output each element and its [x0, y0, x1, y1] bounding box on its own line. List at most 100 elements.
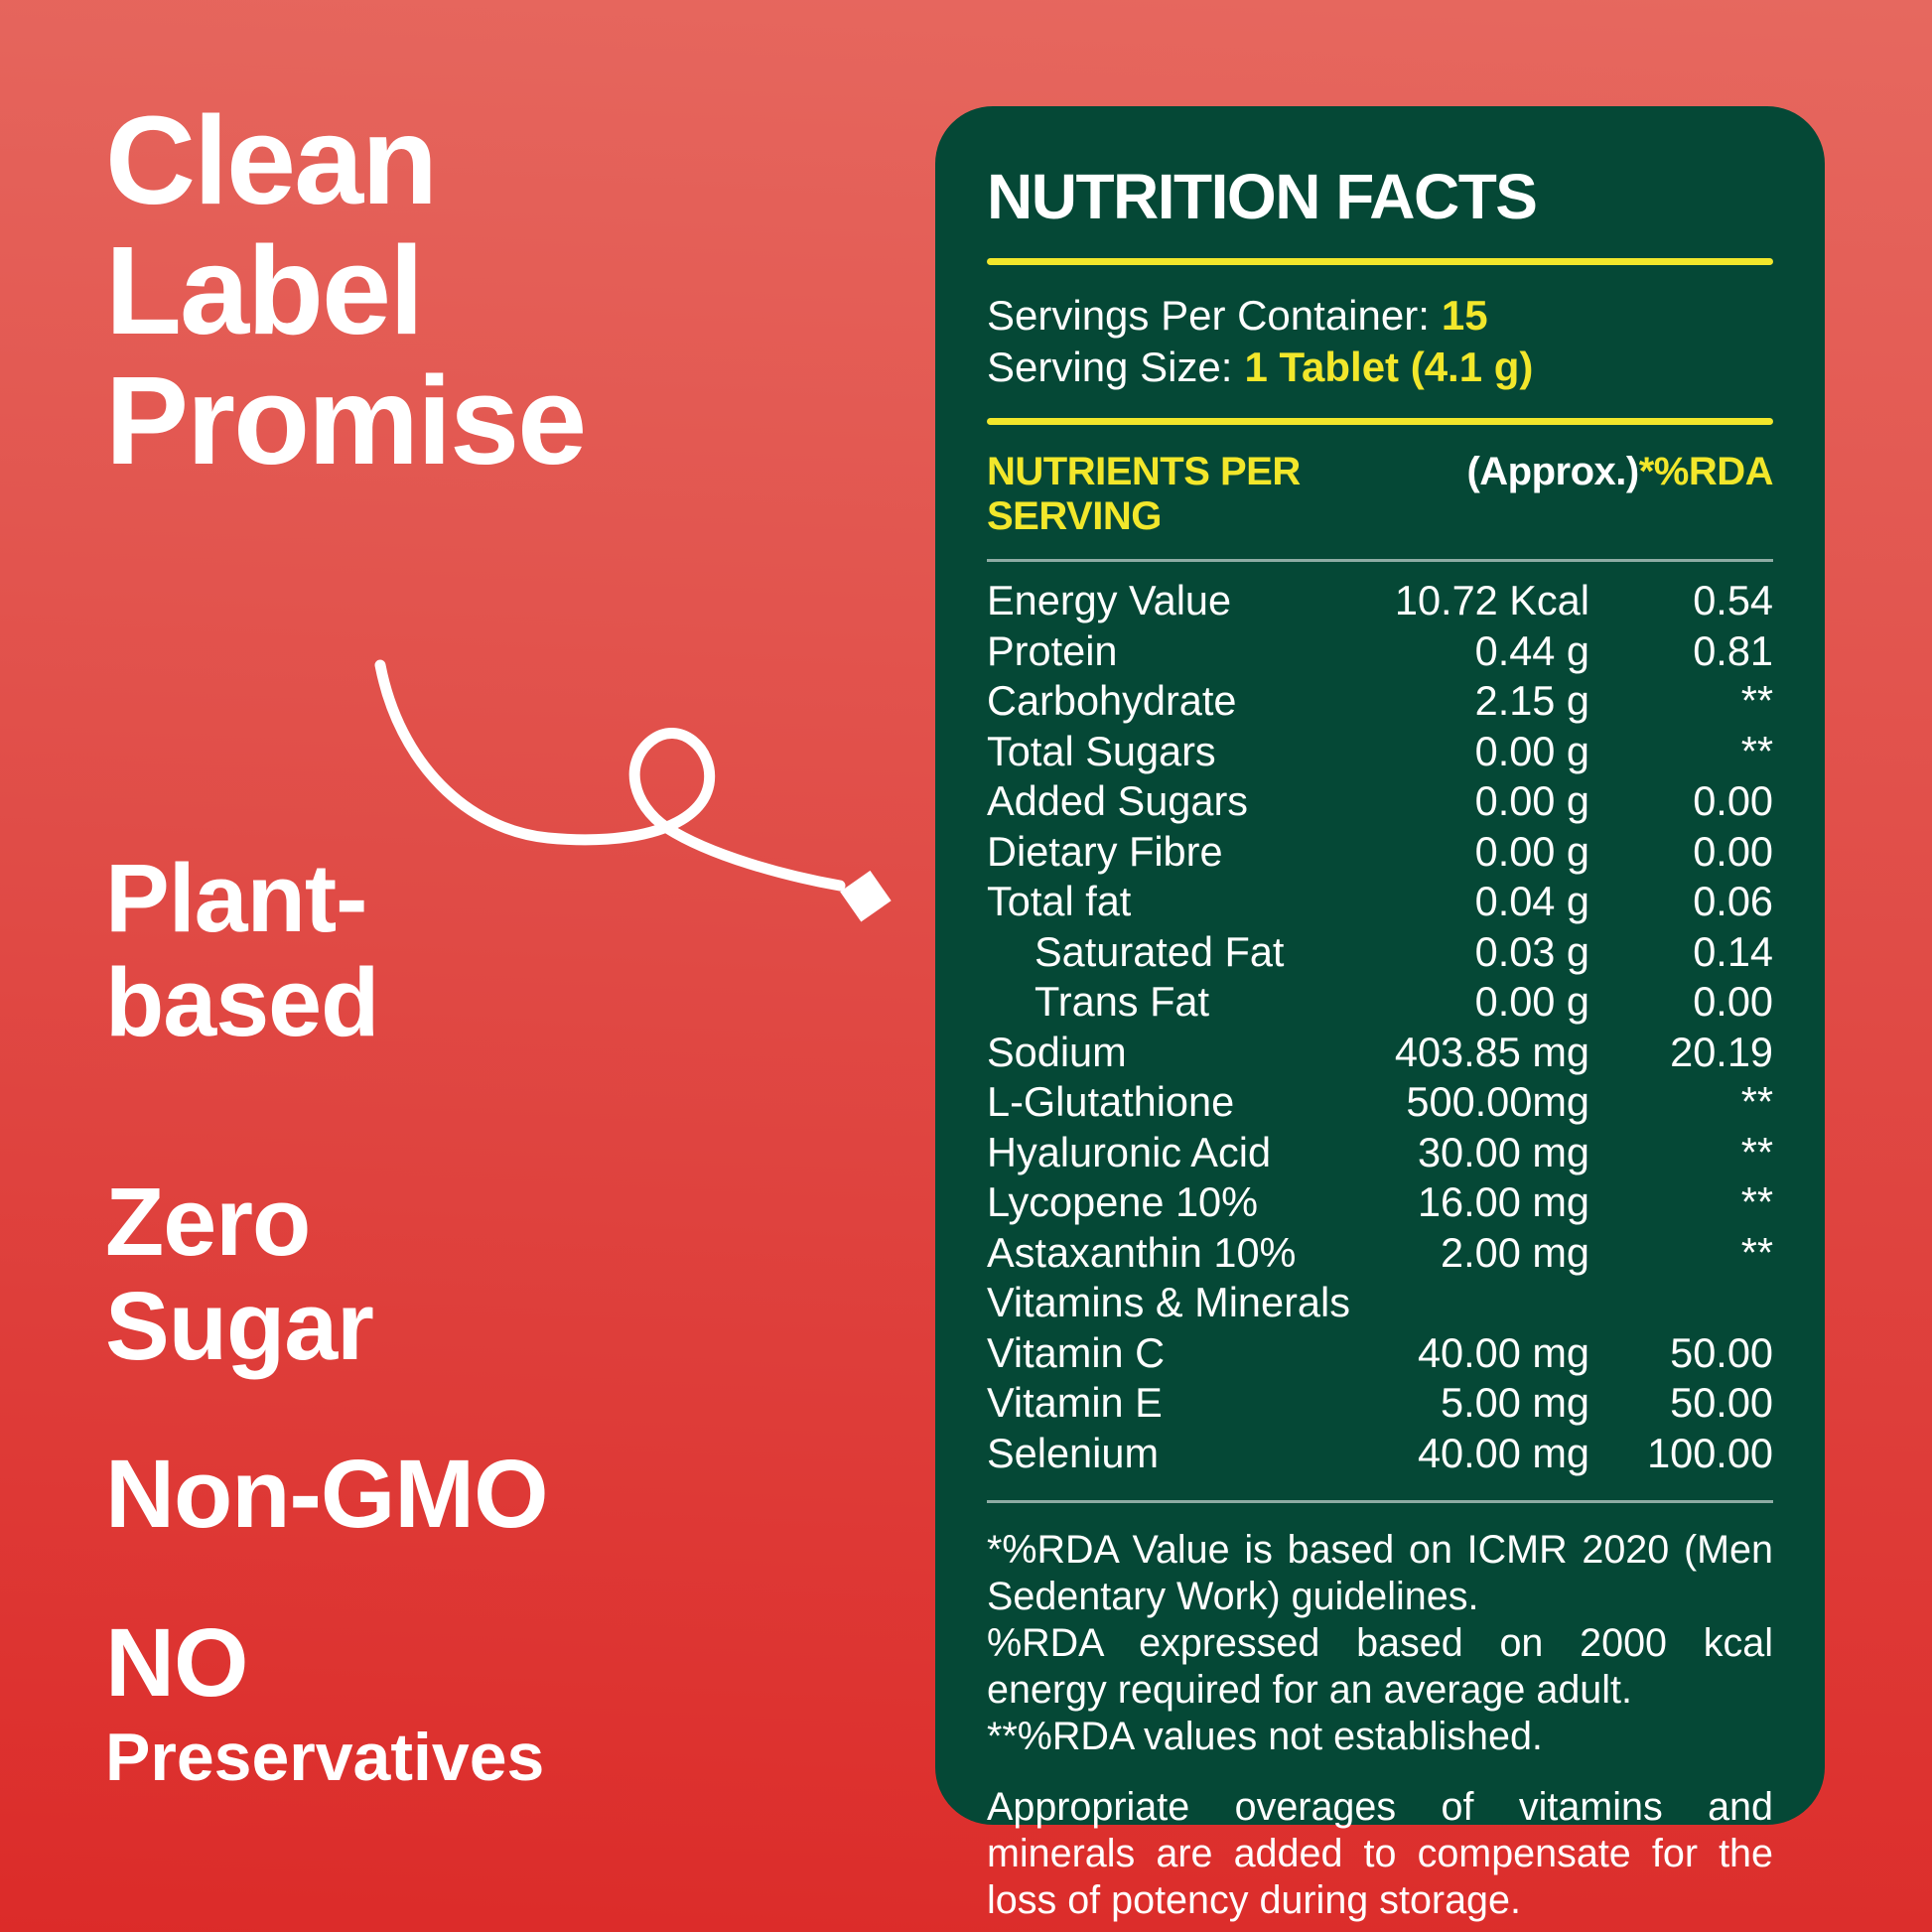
- claim-zero-line-2: Sugar: [105, 1272, 374, 1380]
- nutrient-row: Total Sugars 0.00 g **: [987, 727, 1773, 777]
- nutrient-amount: 0.00 g: [1474, 727, 1589, 774]
- footnote-rda-energy: %RDA expressed based on 2000 kcal energy…: [987, 1621, 1773, 1712]
- yellow-divider-servings: [987, 418, 1773, 425]
- nutrient-name: Hyaluronic Acid: [987, 1128, 1272, 1175]
- nutrient-name: L-Glutathione: [987, 1078, 1235, 1125]
- nutrient-row: Added Sugars 0.00 g 0.00: [987, 776, 1773, 827]
- nutrient-amount: 2.15 g: [1474, 677, 1589, 724]
- nutrient-row: Energy Value 10.72 Kcal 0.54: [987, 576, 1773, 626]
- squiggle-arrow-icon: [374, 659, 892, 922]
- nutrient-row: L-Glutathione 500.00mg **: [987, 1077, 1773, 1128]
- claim-plant-line-1: Plant-: [105, 844, 367, 952]
- nutrient-rda: **: [1740, 1228, 1773, 1276]
- nutrient-rda: **: [1740, 1178, 1773, 1225]
- headline-line-1: Clean: [105, 90, 438, 230]
- nutrient-rda: 0.54: [1693, 577, 1773, 623]
- serving-size-label: Serving Size:: [987, 344, 1233, 390]
- claim-preservatives-text: Preservatives: [105, 1720, 545, 1795]
- nutrient-rda: 0.00: [1693, 777, 1773, 824]
- nutrient-name: Dietary Fibre: [987, 827, 1223, 875]
- nutrient-amount: 16.00 mg: [1417, 1178, 1589, 1225]
- footnote-rda-not-established: **%RDA values not established.: [987, 1715, 1543, 1758]
- nutrient-amount: 40.00 mg: [1417, 1328, 1589, 1376]
- nutrient-rda: 50.00: [1670, 1328, 1773, 1376]
- claim-zero-line-1: Zero: [105, 1168, 311, 1276]
- nutrient-row: Lycopene 10% 16.00 mg **: [987, 1177, 1773, 1228]
- nutrient-amount: 5.00 mg: [1441, 1379, 1589, 1426]
- nutrient-rda: **: [1740, 727, 1773, 774]
- footnote-rda-basis: *%RDA Value is based on ICMR 2020 (Men S…: [987, 1528, 1773, 1618]
- nutrient-name: Lycopene 10%: [987, 1178, 1259, 1225]
- nutrient-row: Protein 0.44 g 0.81: [987, 626, 1773, 677]
- nutrient-row: Saturated Fat 0.03 g 0.14: [987, 927, 1773, 978]
- nutrient-name: Vitamin C: [987, 1328, 1166, 1376]
- nutrient-row: Selenium 40.00 mg 100.00: [987, 1429, 1773, 1479]
- nutrient-rda: 0.06: [1693, 878, 1773, 924]
- nutrient-amount: 500.00mg: [1406, 1078, 1589, 1125]
- nutrient-row: Dietary Fibre 0.00 g 0.00: [987, 827, 1773, 878]
- footnotes: *%RDA Value is based on ICMR 2020 (Men S…: [987, 1527, 1773, 1924]
- nutrition-title: NUTRITION FACTS: [987, 161, 1538, 232]
- nutrient-row: Hyaluronic Acid 30.00 mg **: [987, 1128, 1773, 1178]
- nutrient-rda: **: [1740, 1128, 1773, 1175]
- nutrient-amount: 0.00 g: [1474, 777, 1589, 824]
- servings-value: 15: [1441, 292, 1488, 339]
- nutrient-rda: 20.19: [1670, 1028, 1773, 1075]
- claim-no-preservatives: NO Preservatives: [105, 1610, 544, 1800]
- nutrient-name: Added Sugars: [987, 777, 1249, 824]
- nutrient-amount: 0.00 g: [1474, 827, 1589, 875]
- nutrient-row: Carbohydrate 2.15 g **: [987, 676, 1773, 727]
- rda-column-header: *%RDA: [1638, 450, 1774, 493]
- footnote-overages: Appropriate overages of vitamins and min…: [987, 1785, 1773, 1922]
- claim-plant-based: Plant- based: [105, 844, 379, 1056]
- serving-size: Serving Size: 1 Tablet (4.1 g): [987, 342, 1773, 393]
- claim-non-gmo: Non-GMO: [105, 1440, 549, 1548]
- table-divider-top: [987, 559, 1773, 562]
- nutrient-amount: 30.00 mg: [1417, 1128, 1589, 1175]
- table-header: NUTRIENTS PER SERVING (Approx.) *%RDA: [987, 450, 1774, 539]
- nutrient-name: Sodium: [987, 1028, 1127, 1075]
- nutrient-row: Sodium 403.85 mg 20.19: [987, 1028, 1773, 1078]
- nutrient-row-section: Vitamins & Minerals: [987, 1278, 1773, 1328]
- nutrient-name: Carbohydrate: [987, 677, 1237, 724]
- table-divider-bottom: [987, 1500, 1773, 1503]
- nutrient-amount: 0.04 g: [1474, 878, 1589, 924]
- claim-gmo-text: Non-GMO: [105, 1440, 549, 1548]
- nutrient-row: Vitamin C 40.00 mg 50.00: [987, 1328, 1773, 1379]
- nutrient-name: Selenium: [987, 1429, 1160, 1476]
- nutrient-rda: 0.81: [1693, 626, 1773, 674]
- nutrient-name: Astaxanthin 10%: [987, 1228, 1297, 1276]
- nutrient-amount: 10.72 Kcal: [1394, 577, 1589, 623]
- nutrient-name: Vitamin E: [987, 1379, 1163, 1426]
- approx-label: (Approx.): [1466, 450, 1639, 493]
- nutrient-name: Saturated Fat: [1035, 927, 1285, 975]
- nutrient-rda: **: [1740, 677, 1773, 724]
- claim-zero-sugar: Zero Sugar: [105, 1168, 374, 1380]
- nutrient-amount: 2.00 mg: [1441, 1228, 1589, 1276]
- nutrient-name: Protein: [987, 626, 1118, 674]
- nutrient-name: Total Sugars: [987, 727, 1216, 774]
- nutrient-amount: 403.85 mg: [1394, 1028, 1589, 1075]
- nutrient-row: Total fat 0.04 g 0.06: [987, 877, 1773, 927]
- nutrient-row: Trans Fat 0.00 g 0.00: [987, 977, 1773, 1028]
- nutrient-table: Energy Value 10.72 Kcal 0.54 Protein 0.44 g…: [987, 576, 1773, 1478]
- claim-no-text: NO: [105, 1608, 249, 1717]
- claim-plant-line-2: based: [105, 948, 379, 1056]
- headline-line-2: Label: [105, 220, 424, 360]
- serving-size-value: 1 Tablet (4.1 g): [1244, 344, 1534, 390]
- nutrient-amount: 0.03 g: [1474, 927, 1589, 975]
- nutrient-rda: 100.00: [1647, 1429, 1773, 1476]
- nutrient-row: Vitamin E 5.00 mg 50.00: [987, 1378, 1773, 1429]
- yellow-divider-top: [987, 258, 1773, 265]
- headline-line-3: Promise: [105, 350, 587, 490]
- nutrient-amount: 40.00 mg: [1417, 1429, 1589, 1476]
- nutrient-rda: 0.14: [1693, 927, 1773, 975]
- nutrient-amount: 0.44 g: [1474, 626, 1589, 674]
- servings-label: Servings Per Container:: [987, 292, 1430, 339]
- nutrient-rda: **: [1740, 1078, 1773, 1125]
- nutrition-panel: NUTRITION FACTS Servings Per Container: 1…: [935, 106, 1825, 1922]
- nutrient-amount: 0.00 g: [1474, 978, 1589, 1025]
- nutrient-name: Trans Fat: [1035, 978, 1210, 1025]
- nutrients-column-header: NUTRIENTS PER SERVING: [987, 450, 1301, 538]
- nutrient-name: Total fat: [987, 878, 1132, 924]
